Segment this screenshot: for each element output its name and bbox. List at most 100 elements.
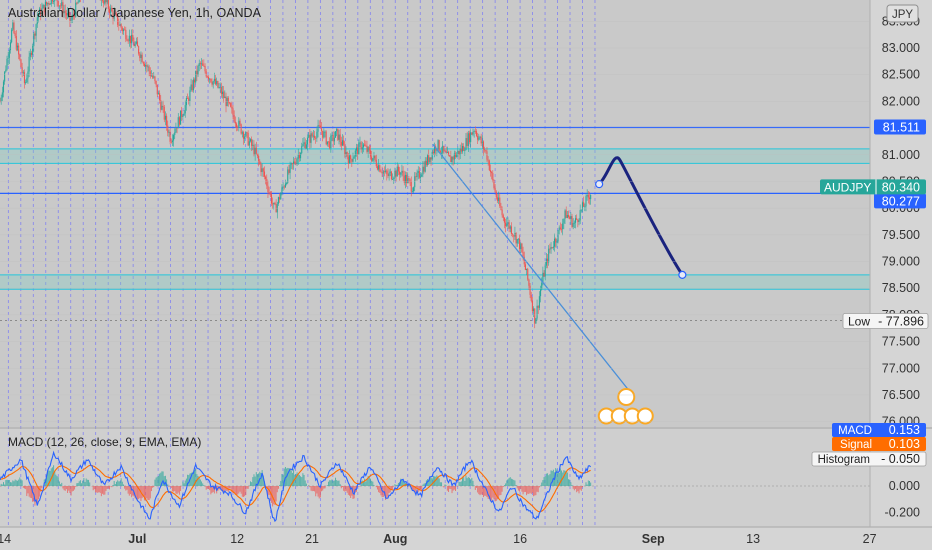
candle-body [209,78,211,80]
candle-body [190,84,192,91]
candle-body [336,128,338,132]
price-tick-label: 82.000 [882,94,920,108]
currency-button-frame[interactable] [886,4,919,23]
candle-body [260,164,262,173]
candle-body [538,296,540,308]
candle-body [175,128,177,133]
candle-body [327,141,330,143]
candle-body [127,40,129,42]
candle-body [537,305,539,308]
level-badge: 81.511 [883,121,920,135]
candle-body [249,139,252,142]
candle-body [106,0,108,3]
candle-body [69,12,71,21]
candle-body [12,22,14,30]
candle-body [0,101,1,103]
candle-body [395,170,397,177]
candle-body [512,233,514,236]
candle-body [279,197,281,200]
projection-path[interactable] [597,156,684,277]
candle-body [530,294,532,302]
event-marker[interactable] [636,407,654,425]
candle-body [362,144,365,148]
candle-body [174,132,176,136]
candle-body [44,1,46,13]
candle-body [507,222,509,224]
candle-body [369,150,372,157]
level-badge-bg [874,193,926,209]
candle-body [310,133,312,143]
candle-body [48,2,50,5]
candle-body [438,140,440,151]
candle-body [360,142,362,150]
candle-body [132,34,134,42]
candle-body [202,63,204,66]
candle-body [350,155,352,160]
price-series [0,0,592,329]
candle-body [296,158,298,164]
candle-body [273,202,275,205]
candle-body [105,0,107,3]
candle-body [364,144,366,146]
candle-body [77,2,79,4]
candle-body [347,156,349,164]
price-axis[interactable]: 83.50083.00082.50082.00081.50081.00080.5… [0,14,920,429]
candle-body [0,97,2,102]
candle-body [474,131,476,132]
candle-body [550,247,552,250]
candle-body [163,106,165,120]
candle-body [353,156,355,159]
candle-body [452,156,454,160]
candle-body [326,141,328,145]
trendline[interactable] [432,143,629,391]
candle-body [75,2,77,17]
candle-body [196,70,198,75]
candle-body [226,97,228,107]
candle-body [542,272,544,283]
candle-body [203,65,205,67]
candle-body [460,148,462,152]
event-marker[interactable] [617,388,636,406]
candle-body [323,131,325,138]
candle-body [499,197,501,207]
candle-body [235,123,238,128]
macd-tick-label: 0.000 [889,479,920,493]
candle-body [150,75,152,77]
candle-body [240,124,242,134]
projection-anchor[interactable] [678,270,687,279]
candle-body [429,157,431,163]
macd-legend-name: Signal [840,439,872,451]
candle-body [373,155,375,159]
candle-body [40,8,42,16]
candle-body [213,78,215,82]
candle-body [35,24,37,36]
candle-body [403,175,405,183]
candle-body [520,243,522,250]
projection-anchor[interactable] [595,180,604,189]
candle-body [339,134,341,142]
price-zone [0,274,870,290]
macd-legend-bg [832,437,926,451]
candle-body [473,131,475,132]
time-tick-label: Aug [383,532,407,546]
candle-body [343,140,345,145]
candle-body [246,132,248,134]
time-axis[interactable]: 14 Jul 12 21 Aug 16 Sep 13 27 [0,532,877,546]
low-value: - 77.896 [878,314,924,328]
price-tick-label: 76.500 [882,388,920,402]
candle-body [219,86,221,88]
candle-body [268,192,270,193]
candle-body [411,191,413,193]
candle-body [397,166,399,172]
price-tick-label: 83.000 [882,41,920,55]
currency-button[interactable]: JPY [886,4,919,23]
currency-button-label[interactable]: JPY [892,9,913,21]
candle-body [338,134,340,140]
candle-body [533,308,535,312]
candle-body [590,194,592,200]
price-zones [0,148,870,290]
candle-body [570,216,572,219]
candle-body [478,137,480,140]
candle-body [287,169,289,184]
